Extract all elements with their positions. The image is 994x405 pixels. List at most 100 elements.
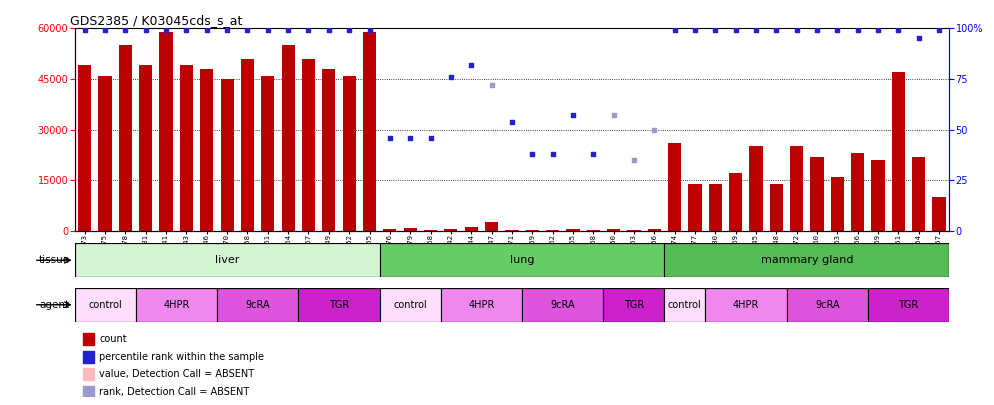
Bar bbox=[505, 230, 519, 231]
Bar bbox=[79, 66, 91, 231]
Bar bbox=[83, 333, 93, 345]
Text: 4HPR: 4HPR bbox=[163, 300, 190, 310]
Bar bbox=[404, 228, 416, 231]
Bar bbox=[664, 243, 949, 277]
Point bbox=[585, 151, 601, 157]
Bar bbox=[384, 229, 397, 231]
Bar bbox=[786, 288, 868, 322]
Text: percentile rank within the sample: percentile rank within the sample bbox=[99, 352, 264, 362]
Point bbox=[259, 27, 275, 34]
Bar bbox=[343, 76, 356, 231]
Bar bbox=[546, 230, 560, 231]
Bar bbox=[769, 183, 783, 231]
Point bbox=[117, 27, 133, 34]
Bar bbox=[440, 288, 522, 322]
Text: 9cRA: 9cRA bbox=[551, 300, 576, 310]
Bar bbox=[75, 288, 135, 322]
Point bbox=[219, 27, 235, 34]
Point bbox=[382, 134, 398, 141]
Bar bbox=[98, 76, 111, 231]
Bar bbox=[868, 288, 949, 322]
Bar bbox=[749, 147, 762, 231]
Point bbox=[789, 27, 805, 34]
Bar bbox=[522, 288, 603, 322]
Point bbox=[341, 27, 357, 34]
Bar bbox=[810, 157, 824, 231]
Point bbox=[504, 118, 520, 125]
Point bbox=[545, 151, 561, 157]
Text: agent: agent bbox=[40, 300, 70, 310]
Text: TGR: TGR bbox=[624, 300, 644, 310]
Point bbox=[524, 151, 540, 157]
Text: control: control bbox=[394, 300, 427, 310]
Text: lung: lung bbox=[510, 255, 535, 265]
Bar bbox=[423, 230, 437, 231]
Bar bbox=[709, 183, 722, 231]
Bar bbox=[83, 386, 93, 398]
Text: TGR: TGR bbox=[899, 300, 918, 310]
Point bbox=[708, 27, 724, 34]
Bar bbox=[607, 229, 620, 231]
Point bbox=[829, 27, 845, 34]
Bar bbox=[298, 288, 380, 322]
Point bbox=[422, 134, 438, 141]
Bar bbox=[831, 177, 844, 231]
Bar bbox=[217, 288, 298, 322]
Bar bbox=[668, 143, 681, 231]
Bar bbox=[912, 157, 925, 231]
Point bbox=[463, 62, 479, 68]
Point bbox=[97, 27, 113, 34]
Text: count: count bbox=[99, 334, 126, 344]
Text: 4HPR: 4HPR bbox=[733, 300, 759, 310]
Bar bbox=[380, 288, 440, 322]
Bar bbox=[705, 288, 786, 322]
Bar bbox=[139, 66, 152, 231]
Text: value, Detection Call = ABSENT: value, Detection Call = ABSENT bbox=[99, 369, 254, 379]
Bar bbox=[729, 173, 743, 231]
Bar bbox=[322, 69, 335, 231]
Point bbox=[748, 27, 764, 34]
Bar bbox=[302, 59, 315, 231]
Bar bbox=[851, 153, 865, 231]
Point bbox=[199, 27, 215, 34]
Point bbox=[484, 82, 500, 88]
Bar bbox=[586, 230, 600, 231]
Point bbox=[646, 126, 662, 133]
Bar bbox=[261, 76, 274, 231]
Point bbox=[911, 35, 926, 42]
Bar bbox=[627, 230, 640, 231]
Point bbox=[300, 27, 316, 34]
Point bbox=[891, 27, 907, 34]
Bar bbox=[241, 59, 254, 231]
Text: TGR: TGR bbox=[329, 300, 349, 310]
Bar bbox=[363, 32, 376, 231]
Bar bbox=[485, 222, 498, 231]
Bar bbox=[83, 369, 93, 380]
Point bbox=[605, 112, 621, 119]
Bar bbox=[159, 32, 173, 231]
Bar bbox=[932, 197, 945, 231]
Bar bbox=[221, 79, 234, 231]
Bar bbox=[444, 229, 457, 231]
Bar bbox=[648, 229, 661, 231]
Bar bbox=[119, 45, 132, 231]
Point bbox=[158, 27, 174, 34]
Bar bbox=[135, 288, 217, 322]
Point bbox=[728, 27, 744, 34]
Point bbox=[850, 27, 866, 34]
Bar bbox=[180, 66, 193, 231]
Bar bbox=[664, 288, 705, 322]
Point bbox=[280, 27, 296, 34]
Bar bbox=[75, 243, 380, 277]
Bar bbox=[567, 229, 580, 231]
Point bbox=[870, 27, 886, 34]
Text: GDS2385 / K03045cds_s_at: GDS2385 / K03045cds_s_at bbox=[71, 14, 243, 27]
Text: 9cRA: 9cRA bbox=[246, 300, 270, 310]
Text: 4HPR: 4HPR bbox=[468, 300, 495, 310]
Point bbox=[687, 27, 703, 34]
Point bbox=[321, 27, 337, 34]
Point bbox=[565, 112, 580, 119]
Point bbox=[931, 27, 947, 34]
Bar bbox=[281, 45, 295, 231]
Text: control: control bbox=[668, 300, 702, 310]
